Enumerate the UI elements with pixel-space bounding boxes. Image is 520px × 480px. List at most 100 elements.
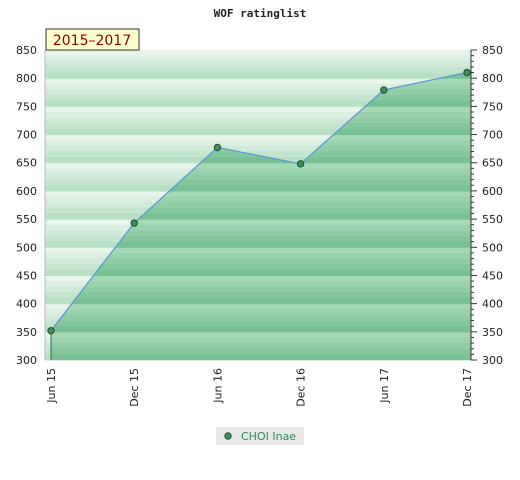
period-badge-label: 2015–2017 <box>53 33 131 49</box>
y-tick-label-right: 850 <box>482 44 503 57</box>
y-tick-label-right: 800 <box>482 72 503 85</box>
band-stripe <box>45 83 471 90</box>
y-tick-label-left: 350 <box>16 326 37 339</box>
legend-marker <box>224 432 232 440</box>
area-stripe <box>51 348 471 355</box>
y-tick-label-left: 500 <box>16 241 37 254</box>
area-stripe <box>51 162 471 169</box>
area-stripe <box>51 303 471 310</box>
y-tick-label-left: 550 <box>16 213 37 226</box>
area-stripe <box>51 168 471 175</box>
band-stripe <box>45 128 471 136</box>
band-stripe <box>45 117 471 124</box>
y-tick-label-right: 550 <box>482 213 503 226</box>
band-stripe <box>45 112 471 119</box>
band-stripe <box>45 61 471 68</box>
band-stripe <box>45 100 471 107</box>
y-tick-label-right: 600 <box>482 185 503 198</box>
data-point <box>380 86 388 94</box>
y-axis-right: 300 350 400 450 500 550 600 650 700 750 800 850 <box>470 44 503 367</box>
period-badge: 2015–2017 <box>45 28 140 51</box>
area-stripe <box>51 292 471 299</box>
area-stripe <box>51 343 471 350</box>
area-stripe <box>51 224 471 231</box>
x-tick-label: Jun 17 <box>378 368 391 404</box>
area-stripe <box>51 241 471 248</box>
data-point <box>463 68 471 77</box>
band-stripe <box>45 55 471 62</box>
area-stripe <box>51 219 471 226</box>
area-stripe <box>51 190 471 198</box>
area-stripe <box>51 202 471 209</box>
area-stripe <box>51 258 471 265</box>
y-tick-label-right: 750 <box>482 100 503 113</box>
band-stripe <box>45 72 471 79</box>
period-badge-box <box>45 28 140 51</box>
area-stripe <box>51 196 471 203</box>
area-stripe <box>51 207 471 214</box>
band-stripe <box>45 50 471 57</box>
x-tick-label: Jun 16 <box>211 368 224 404</box>
area-stripe <box>51 179 471 186</box>
data-point <box>213 143 222 152</box>
y-tick-label-right: 450 <box>482 269 503 282</box>
y-tick-label-right: 300 <box>482 354 503 367</box>
area-stripe <box>51 354 471 360</box>
y-tick-label-left: 700 <box>16 129 37 142</box>
y-tick-label-right: 700 <box>482 129 503 142</box>
band-stripe <box>45 145 471 152</box>
area-stripe <box>51 236 471 243</box>
area-stripe <box>51 281 471 288</box>
band-stripe <box>45 66 471 74</box>
band-stripe <box>45 95 471 102</box>
band-stripe <box>45 123 471 130</box>
legend-box <box>216 427 304 445</box>
y-axis-left: 300 350 400 450 500 550 600 650 700 750 800 850 <box>16 44 46 367</box>
area-stripe <box>51 337 471 344</box>
area-stripe <box>51 230 471 237</box>
area-stripe <box>51 185 471 192</box>
chart-title: WOF ratinglist <box>214 7 307 20</box>
area-stripe <box>51 320 471 327</box>
y-tick-label-left: 800 <box>16 72 37 85</box>
legend[interactable]: CHOI Inae <box>216 427 304 445</box>
area-stripe <box>51 314 471 322</box>
data-point <box>130 219 138 227</box>
band-stripe <box>45 151 471 158</box>
x-tick-label: Dec 15 <box>128 368 141 407</box>
data-point <box>296 160 305 168</box>
band-stripe <box>45 106 471 113</box>
y-tick-label-left: 650 <box>16 157 37 170</box>
band-stripe <box>45 140 471 147</box>
series-points <box>47 68 471 335</box>
x-tick-label: Dec 17 <box>461 368 474 407</box>
area-stripe <box>51 309 471 316</box>
y-tick-label-left: 450 <box>16 269 37 282</box>
area-stripe <box>51 213 471 220</box>
area-stripe <box>51 157 471 164</box>
area-stripe <box>51 298 471 305</box>
y-tick-label-left: 400 <box>16 298 37 311</box>
x-tick-label: Dec 16 <box>295 368 308 407</box>
data-point <box>47 326 55 335</box>
band-stripe <box>45 134 471 141</box>
area-stripe <box>51 174 471 181</box>
area-stripe <box>51 331 471 338</box>
area-stripe <box>51 275 471 282</box>
area-stripe <box>51 264 471 271</box>
y-tick-label-left: 850 <box>16 44 37 57</box>
area-stripe <box>51 252 471 260</box>
y-tick-label-right: 400 <box>482 298 503 311</box>
y-tick-label-left: 600 <box>16 185 37 198</box>
area-stripe <box>51 326 471 333</box>
y-tick-label-right: 350 <box>482 326 503 339</box>
x-tick-label: Jun 15 <box>45 368 58 404</box>
y-tick-label-right: 650 <box>482 157 503 170</box>
y-tick-label-right: 500 <box>482 241 503 254</box>
y-tick-label-left: 300 <box>16 354 37 367</box>
area-stripe <box>51 286 471 293</box>
y-tick-label-left: 750 <box>16 100 37 113</box>
x-axis: Jun 15 Dec 15 Jun 16 Dec 16 Jun 17 Dec 17 <box>45 368 474 407</box>
legend-label: CHOI Inae <box>241 430 296 443</box>
